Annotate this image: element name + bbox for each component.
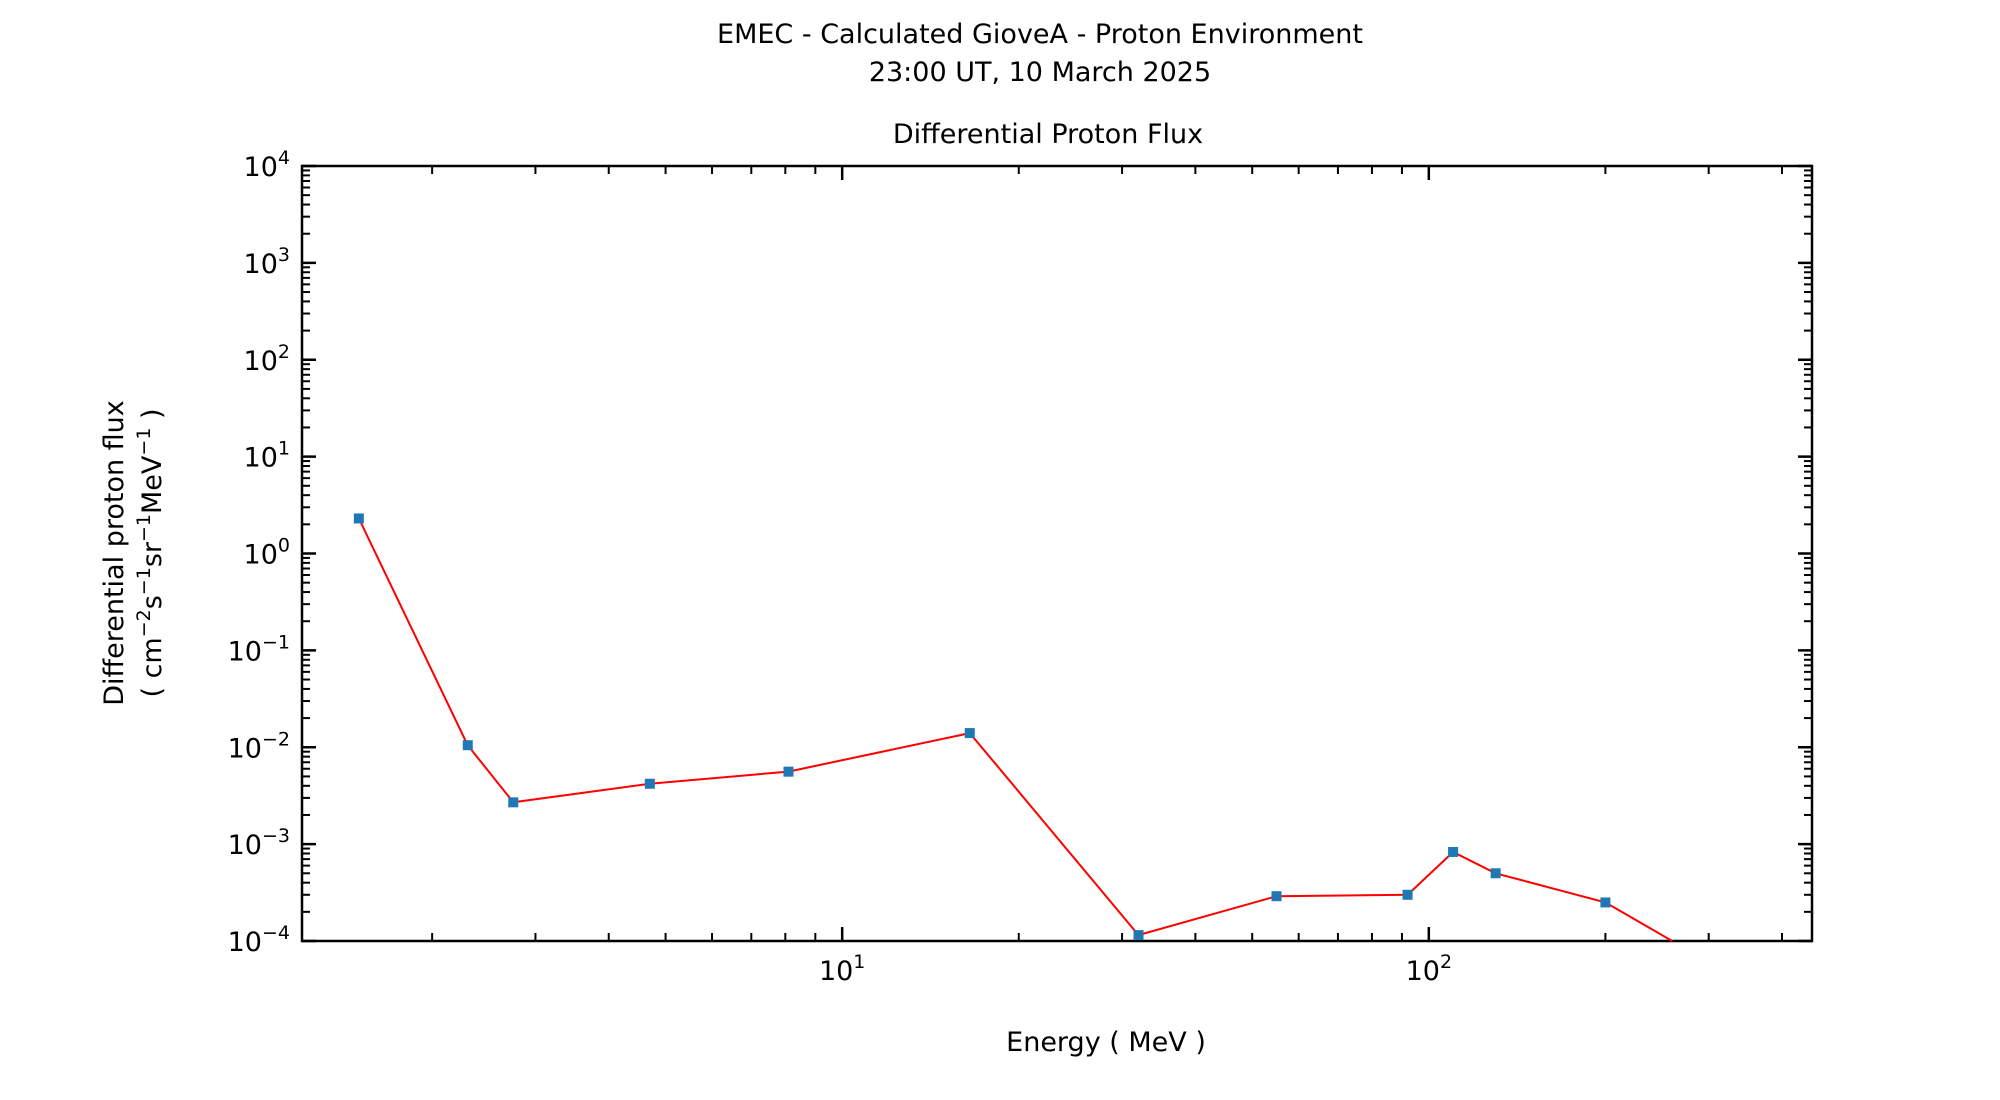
y-tick-label-base: 10 bbox=[244, 249, 278, 280]
y-tick-label-base: 10 bbox=[228, 733, 262, 764]
y-tick-label: 10−2 bbox=[228, 728, 290, 764]
y-tick-label: 101 bbox=[244, 438, 290, 474]
data-point-marker bbox=[1271, 891, 1282, 902]
major-ticks bbox=[302, 164, 1812, 943]
y-tick-label: 10−4 bbox=[228, 922, 290, 958]
x-tick-label-exp: 2 bbox=[1440, 951, 1452, 973]
y-units-s: s bbox=[137, 595, 168, 609]
y-tick-label-exp: −2 bbox=[262, 728, 290, 750]
y-tick-label-base: 10 bbox=[244, 540, 278, 571]
y-tick-label: 102 bbox=[244, 341, 290, 377]
data-point-marker bbox=[1402, 889, 1413, 900]
y-tick-label-base: 10 bbox=[244, 443, 278, 474]
plot-area-frame bbox=[300, 164, 1814, 943]
y-units-s-exp: −1 bbox=[133, 567, 155, 595]
x-tick-label-base: 10 bbox=[1406, 956, 1440, 987]
y-tick-label-exp: 0 bbox=[278, 535, 290, 557]
x-axis-label: Energy ( MeV ) bbox=[1006, 1027, 1206, 1058]
y-tick-label: 100 bbox=[244, 535, 290, 571]
data-point-marker bbox=[508, 797, 519, 808]
y-tick-label: 103 bbox=[244, 244, 290, 280]
data-point-marker bbox=[1448, 846, 1459, 857]
x-tick-label-exp: 1 bbox=[853, 951, 865, 973]
y-tick-label-exp: 2 bbox=[278, 341, 290, 363]
y-tick-label-exp: −3 bbox=[262, 825, 290, 847]
y-tick-label-base: 10 bbox=[244, 346, 278, 377]
chart-title: Differential Proton Flux bbox=[893, 119, 1203, 150]
data-point-marker bbox=[1600, 897, 1611, 908]
y-axis-units: ( cm−2s−1sr−1MeV−1 ) bbox=[133, 408, 168, 697]
series-lines bbox=[357, 518, 1673, 942]
figure-subtitle: 23:00 UT, 10 March 2025 bbox=[869, 57, 1211, 88]
x-tick-label-base: 10 bbox=[819, 956, 853, 987]
y-units-cm-exp: −2 bbox=[133, 609, 155, 637]
y-tick-label: 10−3 bbox=[228, 825, 290, 861]
data-point-marker bbox=[964, 728, 975, 739]
data-point-marker bbox=[644, 778, 655, 789]
data-point-marker bbox=[353, 513, 364, 524]
y-tick-label-exp: −4 bbox=[262, 922, 290, 944]
y-tick-label-base: 10 bbox=[244, 152, 278, 183]
data-point-marker bbox=[1490, 868, 1501, 879]
y-axis-label: Differential proton flux bbox=[99, 400, 130, 706]
x-tick-labels: 101 102 bbox=[819, 951, 1452, 987]
y-tick-label: 10−1 bbox=[228, 631, 290, 667]
x-tick-label: 102 bbox=[1406, 951, 1452, 987]
y-units-mev: MeV bbox=[137, 455, 168, 514]
figure-title: EMEC - Calculated GioveA - Proton Enviro… bbox=[717, 19, 1363, 50]
y-tick-label-base: 10 bbox=[228, 636, 262, 667]
y-units-post: ) bbox=[137, 408, 168, 427]
data-point-marker bbox=[1133, 930, 1144, 941]
series-markers bbox=[353, 513, 1611, 941]
y-units-sr-exp: −1 bbox=[133, 514, 155, 542]
y-tick-label-exp: 3 bbox=[278, 244, 290, 266]
y-tick-label-base: 10 bbox=[228, 927, 262, 958]
x-tick-label: 101 bbox=[819, 951, 865, 987]
y-tick-label: 104 bbox=[244, 147, 290, 183]
y-units-pre: ( cm bbox=[137, 637, 168, 697]
y-units-mev-exp: −1 bbox=[133, 428, 155, 456]
y-tick-label-exp: −1 bbox=[262, 631, 290, 653]
minor-ticks bbox=[302, 166, 1812, 941]
y-tick-label-base: 10 bbox=[228, 830, 262, 861]
data-point-marker bbox=[462, 740, 473, 751]
series-line bbox=[357, 518, 1673, 942]
y-tick-label-exp: 1 bbox=[278, 438, 290, 460]
y-units-sr: sr bbox=[137, 541, 168, 567]
y-tick-label-exp: 4 bbox=[278, 147, 290, 169]
data-point-marker bbox=[783, 766, 794, 777]
